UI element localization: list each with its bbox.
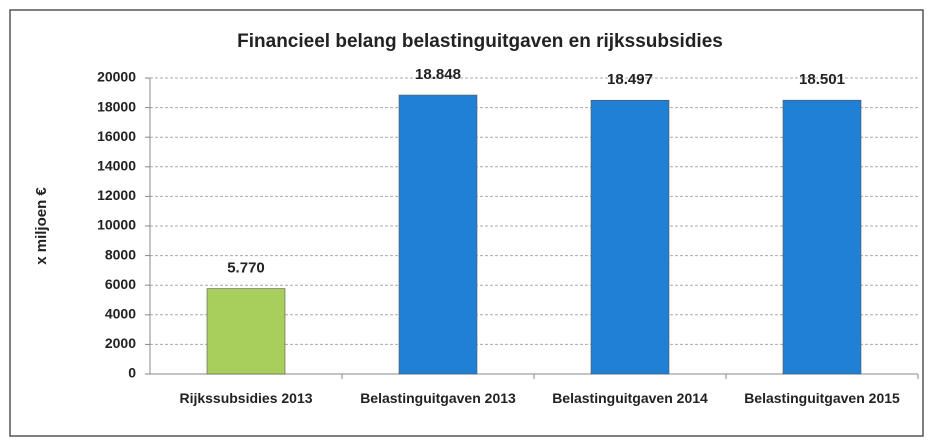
y-tick-label: 0: [128, 365, 136, 381]
value-label: 5.770: [227, 260, 265, 277]
y-axis-label: x miljoen €: [33, 187, 50, 265]
y-tick-label: 18000: [97, 98, 136, 114]
value-label: 18.848: [415, 66, 461, 83]
x-tick-label: Belastinguitgaven 2013: [360, 390, 516, 406]
bar: [590, 99, 670, 375]
x-tick-label: Rijkssubsidies 2013: [179, 390, 313, 406]
bar: [398, 94, 478, 375]
y-tick-label: 6000: [105, 276, 136, 292]
x-tick-label: Belastinguitgaven 2015: [744, 390, 900, 406]
y-tick-label: 20000: [97, 69, 136, 85]
value-label: 18.497: [607, 71, 653, 88]
y-tick-label: 14000: [97, 158, 136, 174]
y-tick-label: 12000: [97, 187, 136, 203]
y-tick-label: 2000: [105, 335, 136, 351]
x-tick-label: Belastinguitgaven 2014: [552, 390, 708, 406]
y-tick-label: 10000: [97, 217, 136, 233]
y-tick-label: 4000: [105, 306, 136, 322]
value-label: 18.501: [799, 71, 845, 88]
bar: [206, 288, 286, 375]
bar: [782, 99, 862, 375]
chart-title: Financieel belang belastinguitgaven en r…: [237, 31, 723, 52]
y-tick-label: 8000: [105, 246, 136, 262]
y-tick-label: 16000: [97, 128, 136, 144]
